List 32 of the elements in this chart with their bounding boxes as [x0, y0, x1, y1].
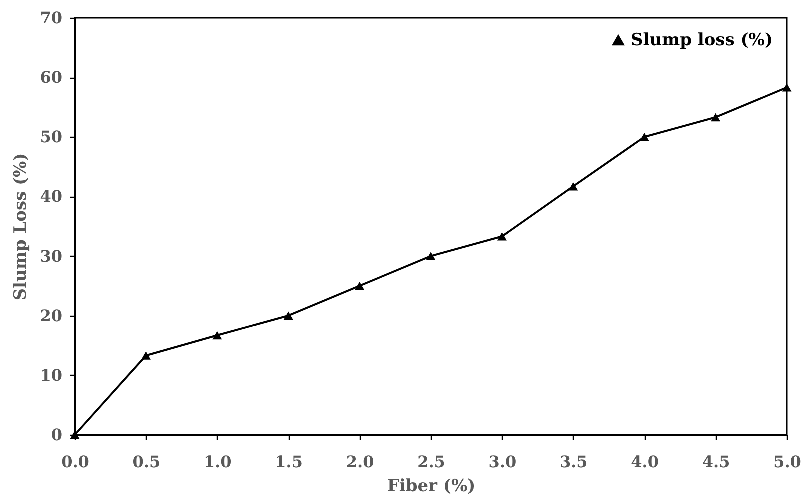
x-tick-label: 2.0	[346, 452, 374, 472]
y-tick-label: 0	[51, 426, 62, 444]
y-axis-title: Slump Loss (%)	[11, 153, 32, 301]
x-tick-label: 4.0	[631, 452, 660, 472]
point	[782, 84, 792, 92]
point	[141, 352, 151, 360]
point	[497, 232, 507, 241]
point	[711, 113, 721, 122]
x-tick-label: 4.5	[702, 452, 730, 472]
point	[568, 182, 578, 191]
y-tick-label: 70	[40, 8, 62, 28]
y-tick-label: 30	[40, 246, 62, 266]
x-tick-label: 1.0	[204, 452, 232, 472]
x-tick-label: 3.5	[560, 452, 588, 472]
y-tick-label: 20	[40, 306, 62, 326]
x-tick-label: 5.0	[774, 452, 802, 472]
x-tick-label: 1.5	[275, 452, 304, 472]
point	[640, 133, 650, 142]
y-tick-label: 10	[40, 366, 62, 385]
x-tick-label: 3.0	[488, 452, 517, 472]
y-tick-label: 60	[40, 68, 62, 88]
point	[284, 312, 294, 320]
point	[426, 252, 436, 260]
x-tick-label: 2.5	[418, 452, 446, 472]
point	[212, 331, 222, 340]
x-tick-label: 0.5	[132, 452, 161, 472]
y-tick-label: 50	[40, 128, 62, 147]
y-tick-label: 40	[40, 187, 62, 206]
x-tick-label: 0.0	[62, 452, 90, 472]
point	[355, 282, 365, 290]
legend-label: Slump loss (%)	[631, 30, 773, 50]
x-axis-title: Fiber (%)	[387, 476, 476, 496]
